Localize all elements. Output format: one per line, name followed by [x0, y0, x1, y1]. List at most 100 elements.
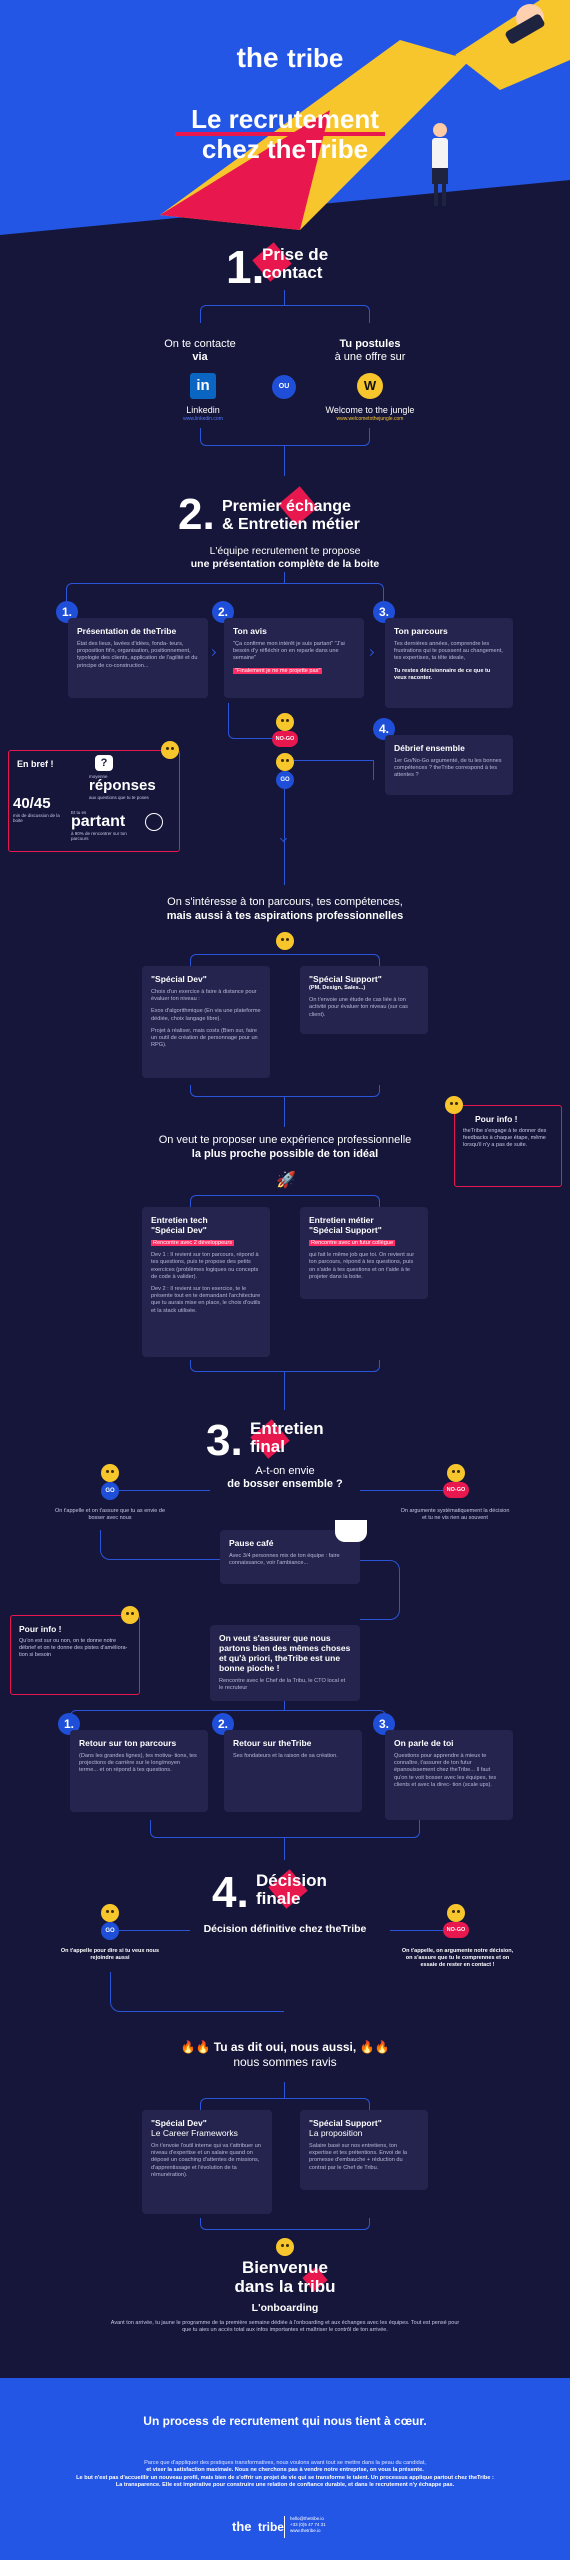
card-title: Présentation de theTribe: [77, 626, 177, 636]
experience-branch: [190, 1195, 380, 1207]
pause-connector: [360, 1560, 400, 1620]
step3-go-text: On t'appelle et on t'assure que tu as en…: [54, 1508, 166, 1521]
card-title: "Spécial Support": [309, 2118, 382, 2128]
step2-title-line2: & Entretien métier: [222, 516, 360, 533]
sad-face-icon: [447, 1904, 465, 1922]
hero-title-line2: chez theTribe: [201, 134, 369, 164]
card-title: Retour sur ton parcours: [79, 1738, 177, 1748]
footer-logo: the tribe: [232, 2518, 284, 2536]
step1-number: 1.: [226, 241, 265, 293]
card-body: Avec 3/4 personnes mix de ton équipe : f…: [229, 1553, 340, 1567]
step1-connector-down: [284, 290, 285, 305]
interest-card-support: "Spécial Support" (PM, Design, Sales...)…: [300, 966, 428, 1034]
interest-line2: mais aussi à tes aspirations professionn…: [166, 910, 404, 922]
welcome-url[interactable]: www.welcometothejungle.com: [336, 416, 404, 422]
experience-merge: [190, 1360, 380, 1372]
step1-branch: [200, 305, 370, 323]
hero-logo: the tribe: [230, 42, 350, 74]
card-body: On t'envoie une étude de cas liée à ton …: [309, 997, 408, 1018]
step2-connector-out: [284, 789, 285, 885]
en-bref-title: En bref !: [17, 759, 54, 769]
stat1-sub: aux questions que tu te poses: [89, 795, 149, 800]
footer-body-line4: La transparence. Elle est impérative pou…: [115, 2482, 455, 2489]
interest-card-dev: "Spécial Dev" Choix d'un exercice à fair…: [142, 966, 270, 1078]
footer-title: Un process de recrutement qui nous tient…: [143, 2414, 427, 2428]
card-title: On parle de toi: [394, 1738, 454, 1748]
stat2-big: 40/45: [13, 795, 51, 812]
step3-number: 3.: [206, 1416, 243, 1465]
thinking-face-icon: [121, 1606, 139, 1624]
footer-contact: hello@thetribe.io +33 (0)5 47 74 31 www.…: [290, 2516, 326, 2534]
step1-right-line1: Tu postules: [339, 338, 401, 350]
card-body: Ses fondateurs et la raison de sa créati…: [233, 1753, 338, 1759]
footer-body-line1: Parce que d'appliquer des pratiques tran…: [144, 2460, 426, 2466]
step1-connector-out: [284, 446, 285, 476]
step3-loop: [100, 1530, 220, 1560]
step4-title-line2: finale: [256, 1889, 301, 1908]
step1-right-text: Tu postules à une offre sur: [300, 338, 440, 364]
arrow-right-icon: [366, 648, 375, 657]
hero-banner: the tribe Le recrutement chez theTribe: [0, 0, 570, 235]
coffee-cup-icon: [335, 1520, 367, 1542]
card-body: 1er Go/No-Go argumenté, de tu les bonnes…: [394, 758, 502, 779]
go-badge: GO: [101, 1922, 119, 1940]
footer-logo-the: the: [232, 2519, 252, 2534]
nogo-badge: NO-GO: [272, 731, 298, 747]
step2-connector-top: [284, 572, 285, 583]
party-face-icon: [276, 753, 294, 771]
step3-card2-number: 2.: [212, 1713, 234, 1735]
step4-merge: [200, 2218, 370, 2230]
step2-title: Premier échange & Entretien métier: [222, 498, 360, 534]
card-highlight: Tu restes décisionnaire de ce que tu veu…: [394, 667, 491, 681]
thinking-face-icon: [276, 932, 294, 950]
interest-merge: [190, 1085, 380, 1097]
step3-nogo-text: On argumente systématiquement la décisio…: [400, 1508, 510, 1521]
linkedin-label: Linkedin: [186, 405, 220, 415]
card-title-line2: "Spécial Support": [309, 1225, 382, 1235]
card-highlight: Rencontre avec un futur collègue: [309, 1240, 396, 1246]
info-title: Pour info !: [475, 1114, 518, 1124]
nogo-badge: NO-GO: [443, 1922, 469, 1938]
card-subtitle: Le Career Frameworks: [151, 2128, 238, 2138]
step3-card-toi: On parle de toi Questions pour apprendre…: [385, 1730, 513, 1820]
fire-icon: 🔥🔥: [180, 2040, 214, 2054]
footer-email[interactable]: hello@thetribe.io: [290, 2516, 324, 2521]
card-body2: Dev 2 : Il revient sur ton exercice, te …: [151, 1286, 261, 1314]
info-body: theTribe s'engage à te donner des feedba…: [463, 1128, 547, 1148]
step1-left-line2: via: [192, 351, 208, 363]
footer-website[interactable]: www.thetribe.io: [290, 2528, 321, 2533]
card-body: (Dans les grandes lignes), tes motiva- t…: [79, 1753, 197, 1774]
step3-question-line2: de bosser ensemble ?: [227, 1478, 343, 1490]
experience-connector-out: [284, 1372, 285, 1410]
step2-card-parcours: Ton parcours Tes dernières années, compr…: [385, 618, 513, 708]
step4-nogo-text: On t'appelle, on argumente notre décisio…: [401, 1948, 514, 1968]
step2-subtitle-line2: une présentation complète de la boite: [190, 558, 380, 570]
step2-subtitle-line1: L'équipe recrutement te propose: [209, 545, 361, 557]
info-title: Pour info !: [19, 1624, 62, 1634]
step2-card3-number: 3.: [373, 601, 395, 623]
hero-logo-tribe: tribe: [287, 43, 344, 73]
step1-left-line1: On te contacte: [164, 338, 236, 350]
linkedin-url[interactable]: www.linkedin.com: [183, 416, 223, 422]
step3-question: A-t-on envie de bosser ensemble ?: [150, 1465, 420, 1491]
linkedin-icon: in: [190, 373, 216, 399]
experience-card-support: Entretien métier "Spécial Support" Renco…: [300, 1207, 428, 1299]
thinking-face-icon: [445, 1096, 463, 1114]
card-title: On veut s'assurer que nous partons bien …: [219, 1633, 351, 1673]
card-body: Dev 1 : Il revient sur ton parcours, rép…: [151, 1252, 259, 1280]
hero-title-line1: Le recrutement: [191, 104, 379, 134]
smiling-face-icon: [101, 1464, 119, 1482]
experience-line2: la plus proche possible de ton idéal: [191, 1148, 379, 1160]
welcome-to-the-jungle-icon: W: [357, 373, 383, 399]
card-title: "Spécial Dev": [151, 974, 207, 984]
footer-body: Parce que d'appliquer des pratiques tran…: [40, 2460, 530, 2490]
interest-branch: [190, 954, 380, 966]
step4-card-support: "Spécial Support" La proposition Salaire…: [300, 2110, 428, 2190]
step1-title-line2: contact: [262, 263, 323, 282]
stat1-big: réponses: [89, 777, 156, 794]
card-title: Débrief ensemble: [394, 743, 465, 753]
experience-line1: On veut te proposer une expérience profe…: [158, 1134, 412, 1146]
step2-branch-line: [66, 583, 384, 601]
step3-nogo-line: [360, 1490, 452, 1491]
step4-yes-branch: [200, 2098, 370, 2110]
